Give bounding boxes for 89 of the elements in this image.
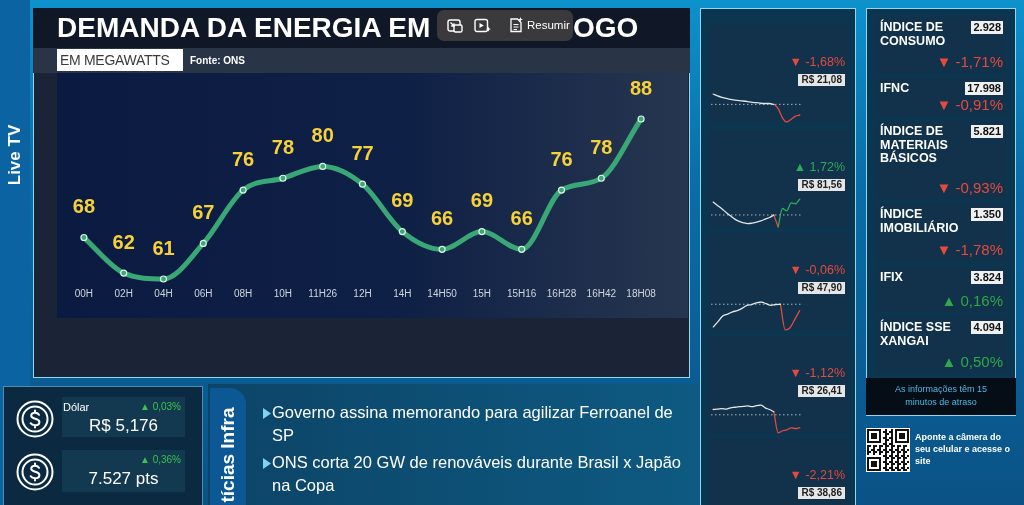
x-tick-label: 04H (154, 287, 173, 299)
text: ÍNDICE SSE XANGAI (880, 320, 952, 348)
data-label: 69 (391, 189, 414, 212)
text: ONS corta 20 GW de renováveis durante Brasil x Japão na Copa (272, 452, 683, 496)
x-tick-label: 14H50 (427, 287, 458, 299)
text: ▼ -0,06% (789, 263, 845, 278)
text: IFIX (880, 270, 904, 285)
point (518, 245, 526, 253)
text: ▼ -0,91% (936, 96, 1003, 113)
x-tick-label: 14H (393, 287, 412, 299)
text: Live TV (5, 123, 25, 188)
text: R$ 5,176 (88, 416, 159, 436)
x-tick-label: 18H08 (626, 287, 657, 299)
text: Aponte a câmera do seu celular e acesse o site (915, 431, 1012, 467)
x-tick-label: 08H (233, 287, 253, 299)
text: R$ 26,41 (798, 385, 845, 397)
point (120, 269, 128, 277)
text: ÍNDICE DE MATERIAIS BÁSICOS (880, 124, 949, 166)
text: ▼ -2,21% (789, 468, 845, 483)
text: tícias Infra (217, 406, 239, 505)
text: ÍNDICE DE CONSUMO (880, 20, 947, 48)
data-label: 78 (590, 135, 613, 158)
text: Governo assina memorando para agilizar Ferroanel de SP (272, 402, 674, 446)
text: R$ 81,56 (798, 179, 845, 191)
point (319, 162, 327, 171)
point (279, 174, 287, 182)
text: Dólar (63, 401, 90, 414)
source-note: Fonte: ONS (190, 55, 245, 67)
chart-title: DEMANDA DA ENERGIA EM (57, 12, 431, 43)
x-tick-label: 06H (194, 287, 213, 299)
x-tick-label: 00H (74, 287, 94, 299)
text: 1.350 (971, 208, 1003, 221)
point (557, 186, 566, 194)
text: OGO (573, 12, 639, 43)
x-tick-label: 11H26 (308, 287, 338, 299)
text: ▲ 0,36% (139, 454, 181, 466)
x-tick-label: 15H (472, 287, 492, 299)
text: ▲ 0,16% (941, 292, 1003, 309)
data-label: 69 (470, 189, 494, 212)
text: ▼ -0,93% (936, 179, 1003, 196)
data-label: 80 (311, 123, 334, 146)
x-tick-label: 12H (353, 287, 372, 299)
x-tick-label: 16H42 (586, 287, 617, 299)
point (637, 115, 645, 123)
text: ▼ -1,71% (936, 53, 1003, 70)
data-label: 88 (629, 76, 653, 99)
point (239, 186, 247, 194)
point (438, 245, 446, 253)
text: 4.094 (971, 321, 1003, 334)
point (478, 227, 486, 236)
text: 7.527 pts (87, 469, 160, 489)
point (159, 275, 168, 283)
data-label: 76 (550, 147, 573, 170)
text: As informações têm 15 minutos de atraso (893, 383, 988, 409)
chart-subtitle: EM MEGAWATTS (57, 49, 183, 71)
data-label: 67 (192, 200, 215, 223)
point (199, 239, 207, 248)
text: R$ 38,86 (798, 487, 845, 499)
text: ▲ 0,03% (139, 401, 181, 413)
point (597, 174, 605, 182)
text: R$ 21,08 (798, 74, 845, 86)
data-label: 76 (231, 147, 255, 170)
text: 17.998 (965, 82, 1003, 95)
data-label: 78 (271, 135, 295, 158)
point (358, 180, 367, 188)
data-label: 66 (430, 206, 454, 229)
data-label: 68 (72, 195, 96, 218)
x-tick-label: 16H28 (546, 287, 577, 299)
x-tick-label: 15H16 (506, 287, 537, 299)
point (80, 233, 88, 242)
data-label: 61 (152, 236, 175, 259)
data-label: 62 (112, 230, 135, 253)
x-tick-label: 10H (273, 287, 293, 299)
text: 2.928 (971, 21, 1003, 34)
data-label: 66 (510, 206, 533, 229)
x-tick-label: 02H (114, 287, 133, 299)
point (398, 227, 406, 236)
text: ▲ 1,72% (793, 160, 845, 175)
text: ▼ -1,12% (789, 366, 845, 381)
text: 5.821 (971, 125, 1003, 138)
text: IFNC (880, 81, 910, 95)
data-label: 77 (351, 141, 374, 164)
text: ▼ -1,68% (789, 55, 845, 70)
text: 3.824 (971, 271, 1003, 284)
text: Resumir (527, 19, 570, 32)
text: ▼ -1,78% (936, 241, 1003, 258)
text: ▲ 0,50% (941, 353, 1003, 370)
text: R$ 47,90 (798, 282, 845, 294)
text: ÍNDICE IMOBILIÁRIO (880, 207, 960, 235)
